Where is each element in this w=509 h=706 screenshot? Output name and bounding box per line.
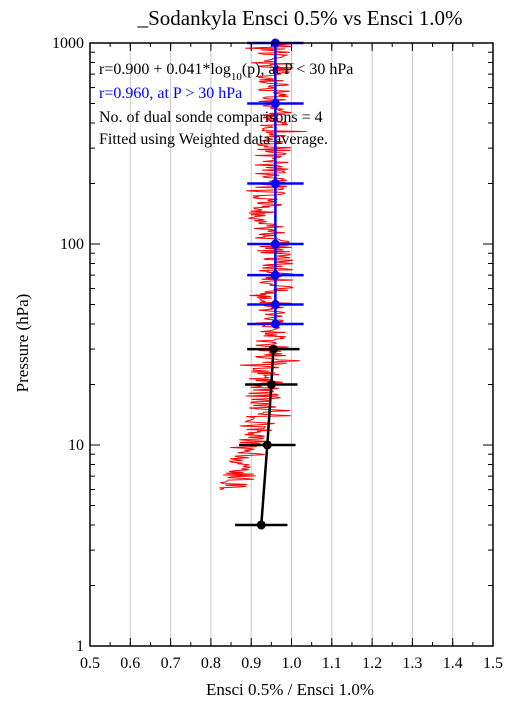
x-tick-label: 0.5 bbox=[80, 655, 100, 672]
y-tick-label: 100 bbox=[60, 236, 84, 253]
annotation-text: No. of dual sonde comparisons = 4 bbox=[99, 109, 323, 126]
black-data-point bbox=[256, 520, 266, 530]
ticks-layer: 0.5 0.6 0.7 0.8 0.9 1.0 1.1 1.2 1.3 1.4 1.5 1 10 100 1… bbox=[52, 35, 503, 672]
blue-data-point bbox=[270, 300, 280, 310]
black-data-point bbox=[262, 440, 272, 450]
red-profile-layer bbox=[219, 42, 307, 491]
blue-data-point bbox=[270, 99, 280, 109]
annotation-text: r=0.900 + 0.041*log bbox=[99, 61, 231, 78]
x-tick-label: 1.2 bbox=[362, 655, 382, 672]
blue-data-point bbox=[270, 239, 280, 249]
blue-data-point bbox=[270, 319, 280, 329]
x-axis-label: Ensci 0.5% / Ensci 1.0% bbox=[206, 680, 374, 699]
y-axis-label: Pressure (hPa) bbox=[13, 294, 32, 393]
x-tick-label: 0.6 bbox=[120, 655, 140, 672]
annotation-text: (p), at P < 30 hPa bbox=[242, 61, 354, 78]
y-tick-label: 1 bbox=[76, 638, 84, 655]
annotation-line: Fitted using Weighted data average. bbox=[99, 131, 328, 148]
black-fit-line bbox=[260, 349, 275, 526]
x-tick-label: 0.9 bbox=[241, 655, 261, 672]
annotation-line: r=0.900 + 0.041*log10(p), at P < 30 hPa bbox=[99, 61, 353, 83]
y-tick-label: 10 bbox=[68, 437, 84, 454]
x-tick-label: 1.4 bbox=[443, 655, 463, 672]
x-tick-label: 0.8 bbox=[201, 655, 221, 672]
y-tick-label: 1000 bbox=[52, 35, 84, 52]
annotation-line: No. of dual sonde comparisons = 4 bbox=[99, 109, 323, 126]
x-tick-label: 1.5 bbox=[483, 655, 503, 672]
x-tick-label: 1.0 bbox=[282, 655, 302, 672]
annotation-subscript: 10 bbox=[231, 71, 243, 83]
black-data-point bbox=[268, 344, 278, 354]
chart-title: _Sodankyla Ensci 0.5% vs Ensci 1.0% bbox=[137, 6, 463, 30]
blue-data-point bbox=[270, 178, 280, 188]
x-tick-label: 1.3 bbox=[402, 655, 422, 672]
annotation-line: r=0.960, at P > 30 hPa bbox=[99, 85, 242, 102]
x-tick-label: 1.1 bbox=[322, 655, 342, 672]
blue-data-point bbox=[270, 270, 280, 280]
black-data-point bbox=[266, 379, 276, 389]
red-profile-line bbox=[219, 42, 307, 491]
grid-lines bbox=[129, 43, 454, 646]
annotation-text: r=0.960, at P > 30 hPa bbox=[99, 85, 242, 102]
annotation-layer: r=0.900 + 0.041*log10(p), at P < 30 hPar… bbox=[99, 61, 353, 148]
x-tick-label: 0.7 bbox=[161, 655, 181, 672]
annotation-text: Fitted using Weighted data average. bbox=[99, 131, 328, 148]
